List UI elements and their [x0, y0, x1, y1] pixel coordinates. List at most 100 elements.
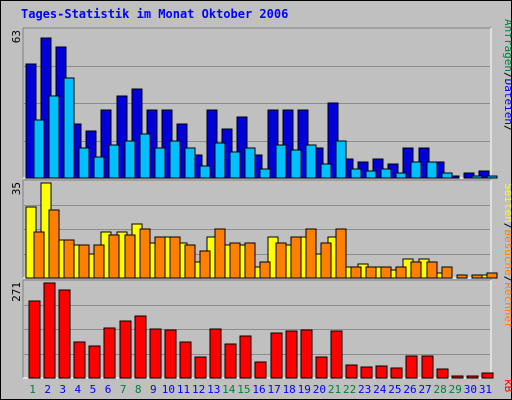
- legend-label: Rechner: [502, 282, 511, 329]
- legend-label: Besuche: [502, 229, 511, 275]
- bar-rechner-day-26: [410, 261, 422, 279]
- bar-rechner-day-1: [33, 231, 45, 279]
- bar-dateien-day-13: [214, 142, 226, 179]
- bar-rechner-day-15: [244, 242, 256, 279]
- bar-kb-day-11: [179, 341, 192, 379]
- bar-dateien-day-24: [380, 168, 392, 179]
- x-tick-label-day-12: 12: [192, 383, 205, 396]
- bar-kb-day-6: [103, 327, 116, 379]
- bar-rechner-day-10: [169, 236, 181, 279]
- x-tick-label-day-17: 17: [267, 383, 280, 396]
- bar-rechner-day-27: [426, 261, 438, 279]
- legend-label: /: [502, 125, 511, 132]
- x-tick-label-day-28: 28: [434, 383, 447, 396]
- bar-anfragen-day-31: [478, 170, 490, 179]
- bar-kb-day-7: [119, 320, 132, 379]
- y-max-label-bottom: 271: [10, 282, 23, 302]
- bar-rechner-day-14: [229, 242, 241, 279]
- bar-dateien-day-25: [395, 172, 407, 179]
- bar-kb-day-30: [466, 375, 479, 379]
- bar-dateien-day-6: [108, 144, 120, 179]
- x-tick-label-day-13: 13: [207, 383, 220, 396]
- bar-dateien-day-8: [139, 133, 151, 179]
- bar-kb-day-13: [209, 328, 222, 379]
- bar-kb-day-25: [390, 367, 403, 379]
- bar-rechner-day-8: [139, 228, 151, 279]
- legend-label: /: [502, 223, 511, 230]
- bar-kb-day-24: [375, 365, 388, 379]
- x-tick-label-day-2: 2: [44, 383, 51, 396]
- x-tick-label-day-26: 26: [403, 383, 416, 396]
- bar-dateien-day-17: [275, 144, 287, 179]
- bar-kb-day-5: [88, 345, 101, 379]
- bar-dateien-day-23: [365, 170, 377, 179]
- x-axis-day-labels: 1 2 3 4 5 6 7 8 9 10 11 12 13 14 15 16 17 18 19 20 21 22 23 24 2…: [29, 383, 492, 396]
- bar-rechner-day-2: [48, 209, 60, 279]
- bar-anfragen-day-17: [267, 109, 279, 179]
- bar-rechner-day-16: [259, 261, 271, 279]
- x-tick-label-day-1: 1: [29, 383, 36, 396]
- chart-title: Tages-Statistik im Monat Oktober 2006: [21, 7, 288, 21]
- legend-label: /: [502, 72, 511, 79]
- bar-rechner-day-31: [486, 272, 498, 279]
- x-tick-label-day-16: 16: [252, 383, 265, 396]
- bar-kb-day-4: [73, 341, 86, 379]
- bar-kb-day-16: [254, 361, 267, 379]
- x-tick-label-day-29: 29: [449, 383, 462, 396]
- bar-rechner-day-3: [63, 239, 75, 279]
- bar-anfragen-day-7: [116, 95, 128, 179]
- x-tick-label-day-19: 19: [298, 383, 311, 396]
- legend-label: kB: [502, 379, 511, 393]
- bar-rechner-day-5: [93, 244, 105, 279]
- bar-kb-day-29: [451, 375, 464, 379]
- bar-dateien-day-9: [154, 147, 166, 179]
- bar-dateien-day-10: [169, 140, 181, 179]
- bar-dateien-day-5: [93, 156, 105, 179]
- bar-kb-day-3: [58, 289, 71, 379]
- bar-dateien-day-1: [33, 119, 45, 179]
- bar-rechner-day-23: [365, 266, 377, 279]
- x-tick-label-day-5: 5: [90, 383, 97, 396]
- bar-kb-day-27: [421, 355, 434, 379]
- bar-dateien-day-20: [320, 163, 332, 179]
- bar-rechner-day-22: [350, 266, 362, 279]
- bar-kb-day-8: [134, 315, 147, 379]
- bar-dateien-day-22: [350, 168, 362, 179]
- legend-label: /: [502, 276, 511, 283]
- bar-rechner-day-4: [78, 244, 90, 279]
- bar-kb-day-22: [345, 364, 358, 379]
- x-tick-label-day-8: 8: [135, 383, 142, 396]
- bar-dateien-day-18: [290, 149, 302, 179]
- y-max-label-middle: 35: [10, 182, 23, 195]
- legend-label: Anfragen: [502, 19, 511, 72]
- bar-dateien-day-14: [229, 151, 241, 179]
- bar-dateien-day-19: [305, 144, 317, 179]
- bar-dateien-day-21: [335, 140, 347, 179]
- bar-kb-day-15: [239, 335, 252, 379]
- x-tick-label-day-4: 4: [75, 383, 82, 396]
- bar-rechner-day-20: [320, 242, 332, 279]
- x-tick-label-day-9: 9: [150, 383, 157, 396]
- x-tick-label-day-18: 18: [283, 383, 296, 396]
- x-tick-label-day-31: 31: [479, 383, 492, 396]
- bar-kb-day-2: [43, 282, 56, 379]
- x-tick-label-day-30: 30: [464, 383, 477, 396]
- bar-kb-day-26: [405, 355, 418, 379]
- x-tick-label-day-3: 3: [59, 383, 66, 396]
- bar-anfragen-day-19: [297, 109, 309, 179]
- bar-rechner-day-13: [214, 228, 226, 279]
- x-tick-label-day-15: 15: [237, 383, 250, 396]
- bar-rechner-day-7: [124, 234, 136, 279]
- bar-rechner-day-28: [441, 266, 453, 279]
- bar-kb-day-28: [436, 368, 449, 379]
- x-tick-label-day-7: 7: [120, 383, 127, 396]
- x-tick-label-day-21: 21: [328, 383, 341, 396]
- bar-dateien-day-15: [244, 147, 256, 179]
- bar-dateien-day-26: [410, 161, 422, 179]
- legend-label: Seiten: [502, 183, 511, 223]
- bar-kb-day-10: [164, 329, 177, 379]
- x-tick-label-day-20: 20: [313, 383, 326, 396]
- bar-anfragen-day-6: [100, 109, 112, 179]
- bar-dateien-day-12: [199, 165, 211, 179]
